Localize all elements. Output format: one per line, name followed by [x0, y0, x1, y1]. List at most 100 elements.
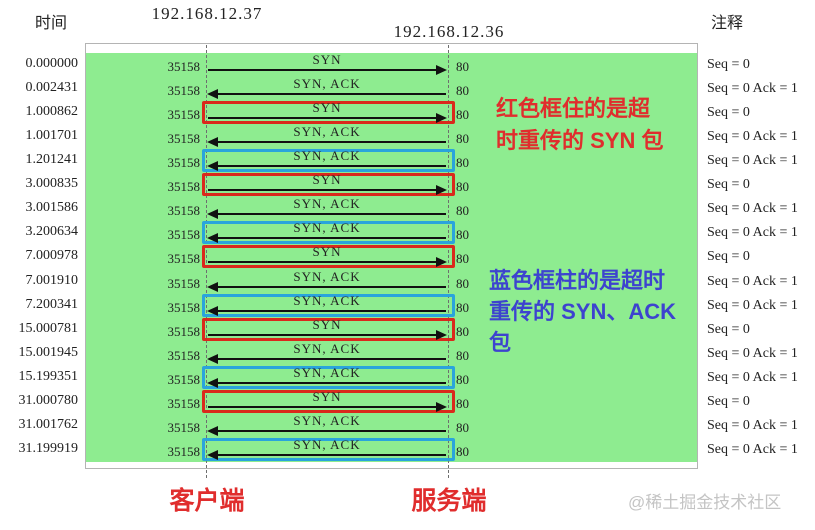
note-column-header: 注释: [711, 15, 744, 32]
flow-row: 0.002431 35158 SYN, ACK 80 Seq = 0 Ack =…: [0, 76, 815, 101]
seq-annotation: Seq = 0 Ack = 1: [707, 417, 798, 433]
src-port-label: 35158: [167, 299, 201, 315]
packet-flags-label: SYN, ACK: [293, 340, 361, 356]
server-endpoint-label: 服务端: [411, 487, 487, 515]
arrow-shaft: [208, 405, 437, 408]
seq-annotation: Seq = 0 Ack = 1: [707, 297, 798, 313]
packet-flags-label: SYN, ACK: [293, 124, 361, 140]
arrowhead-icon: [207, 377, 218, 388]
timestamp: 1.001701: [25, 128, 79, 144]
packet-arrow: SYN, ACK: [206, 196, 448, 221]
packet-arrow: SYN, ACK: [206, 148, 448, 173]
src-port-label: 35158: [167, 443, 201, 459]
seq-annotation: Seq = 0 Ack = 1: [707, 129, 798, 145]
packet-flags-label: SYN: [312, 172, 342, 188]
seq-annotation: Seq = 0 Ack = 1: [707, 441, 798, 457]
src-port-label: 35158: [167, 275, 201, 291]
seq-annotation: Seq = 0 Ack = 1: [707, 273, 798, 289]
arrowhead-icon: [207, 281, 218, 292]
packet-arrow: SYN, ACK: [206, 340, 448, 366]
packet-arrow: SYN: [206, 52, 448, 77]
packet-arrow: SYN: [206, 244, 448, 269]
arrow-shaft: [217, 381, 446, 384]
arrowhead-icon: [207, 209, 218, 220]
packet-flags-label: SYN: [312, 52, 342, 67]
packet-arrow: SYN, ACK: [206, 412, 448, 438]
src-port-label: 35158: [167, 203, 201, 219]
blue-callout-line: 蓝色框柱的是超时: [489, 268, 666, 293]
packet-flags-label: SYN, ACK: [293, 292, 361, 308]
timestamp: 31.199919: [18, 440, 79, 456]
src-port-label: 35158: [167, 419, 201, 435]
flow-row: 15.000781 35158 SYN 80 Seq = 0: [0, 317, 815, 342]
arrowhead-icon: [436, 257, 447, 268]
packet-arrow: SYN: [206, 100, 448, 125]
seq-annotation: Seq = 0: [707, 249, 750, 265]
dst-port-label: 80: [456, 179, 469, 195]
arrow-shaft: [217, 309, 446, 312]
server-lifeline: [448, 45, 449, 478]
src-port-label: 35158: [167, 227, 201, 243]
flow-row: 1.001701 35158 SYN, ACK 80 Seq = 0 Ack =…: [0, 124, 815, 149]
flow-row: 3.200634 35158 SYN, ACK 80 Seq = 0 Ack =…: [0, 220, 815, 245]
packet-flags-label: SYN, ACK: [293, 436, 361, 452]
seq-annotation: Seq = 0: [707, 177, 750, 193]
arrowhead-icon: [436, 329, 447, 340]
dst-port-label: 80: [456, 395, 469, 411]
flow-row: 1.201241 35158 SYN, ACK 80 Seq = 0 Ack =…: [0, 148, 815, 173]
arrow-shaft: [217, 285, 446, 288]
timestamp: 0.000000: [25, 56, 79, 71]
dst-port-label: 80: [456, 443, 469, 459]
seq-annotation: Seq = 0: [707, 105, 750, 121]
red-retransmit-callout: 红色框住的是超 时重传的 SYN 包: [496, 93, 663, 157]
packet-flags-label: SYN, ACK: [293, 220, 361, 236]
flow-row: 31.000780 35158 SYN 80 Seq = 0: [0, 389, 815, 414]
retransmit-box: [202, 173, 455, 197]
flow-row: 3.001586 35158 SYN, ACK 80 Seq = 0 Ack =…: [0, 196, 815, 221]
retransmit-box: [202, 317, 455, 341]
packet-flags-label: SYN, ACK: [293, 196, 361, 212]
arrow-shaft: [217, 213, 446, 216]
arrowhead-icon: [207, 161, 218, 172]
dst-port-label: 80: [456, 203, 469, 219]
retransmit-box: [202, 437, 455, 461]
flow-row: 3.000835 35158 SYN 80 Seq = 0: [0, 172, 815, 197]
arrow-shaft: [208, 189, 437, 192]
timestamp: 7.001910: [25, 272, 79, 288]
seq-annotation: Seq = 0 Ack = 1: [707, 153, 798, 169]
client-endpoint-label: 客户端: [169, 487, 245, 515]
src-port-label: 35158: [167, 179, 201, 195]
seq-annotation: Seq = 0: [707, 321, 750, 337]
packet-flags-label: SYN, ACK: [293, 412, 361, 428]
dst-port-label: 80: [456, 323, 469, 339]
red-callout-line: 时重传的 SYN 包: [496, 128, 664, 153]
arrow-shaft: [217, 141, 446, 144]
packet-flags-label: SYN, ACK: [293, 364, 361, 380]
arrow-shaft: [217, 429, 446, 432]
blue-retransmit-callout: 蓝色框柱的是超时 重传的 SYN、ACK 包: [489, 265, 676, 358]
dst-port-label: 80: [456, 155, 469, 171]
packet-arrow: SYN, ACK: [206, 292, 448, 318]
packet-arrow: SYN, ACK: [206, 269, 448, 294]
time-column-header: 时间: [35, 15, 68, 32]
seq-annotation: Seq = 0: [707, 57, 750, 72]
dst-port-label: 80: [456, 419, 469, 435]
timestamp: 7.000978: [25, 248, 79, 264]
packet-arrow: SYN, ACK: [206, 76, 448, 101]
seq-annotation: Seq = 0 Ack = 1: [707, 225, 798, 241]
watermark: @稀土掘金技术社区: [628, 493, 782, 512]
red-callout-line: 红色框住的是超: [496, 96, 651, 121]
flow-row: 7.001910 35158 SYN, ACK 80 Seq = 0 Ack =…: [0, 269, 815, 294]
dst-port-label: 80: [456, 83, 469, 99]
seq-annotation: Seq = 0 Ack = 1: [707, 201, 798, 217]
src-port-label: 35158: [167, 347, 201, 363]
arrow-shaft: [217, 357, 446, 360]
dst-port-label: 80: [456, 131, 469, 147]
src-port-label: 35158: [167, 59, 201, 74]
dst-port-label: 80: [456, 59, 469, 74]
packet-flags-label: SYN: [312, 100, 342, 116]
timestamp: 3.000835: [25, 176, 79, 192]
blue-callout-line: 重传的 SYN、ACK: [489, 299, 677, 324]
dst-port-label: 80: [456, 347, 469, 363]
